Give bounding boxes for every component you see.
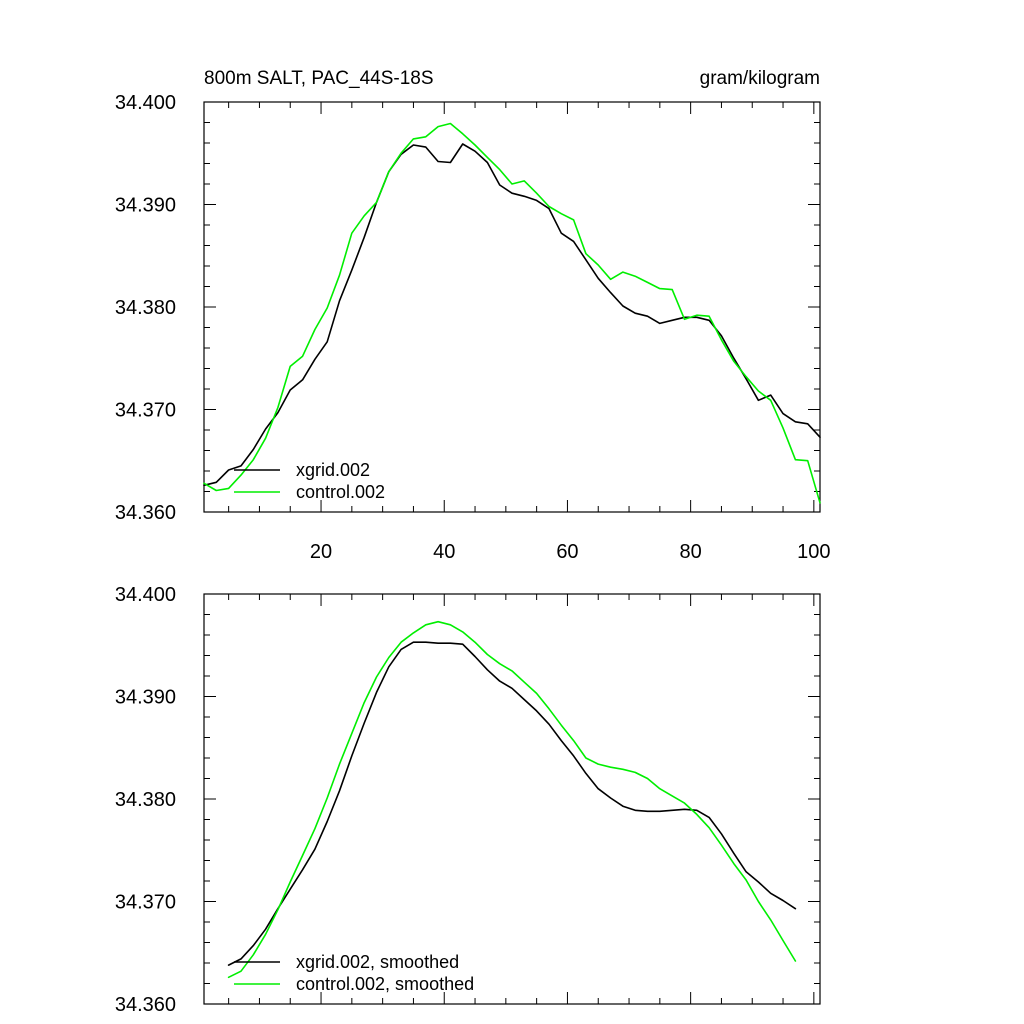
plot-frame <box>203 101 821 513</box>
series-line-xgrid <box>203 143 821 487</box>
x-tick-label: 80 <box>680 541 702 563</box>
series-line-control <box>203 122 821 504</box>
x-tick-label: 40 <box>433 541 455 563</box>
legend-label: control.002, smoothed <box>296 974 474 994</box>
y-tick-label: 34.380 <box>115 297 176 319</box>
series-line-xgrid <box>227 641 797 966</box>
legend-label: control.002 <box>296 482 385 502</box>
y-tick-label: 34.380 <box>115 789 176 811</box>
x-tick-label: 60 <box>556 541 578 563</box>
y-tick-label: 34.390 <box>115 195 176 217</box>
bottom-panel: 34.360 34.370 34.380 34.390 34.400 xgrid.002,… <box>115 584 821 1016</box>
x-tick-label: 20 <box>310 541 332 563</box>
series-line-control <box>227 620 797 979</box>
plot-frame <box>203 593 821 1005</box>
units-label: gram/kilogram <box>700 68 820 89</box>
legend-label: xgrid.002 <box>296 460 370 480</box>
legend-label: xgrid.002, smoothed <box>296 952 459 972</box>
y-tick-label: 34.370 <box>115 400 176 422</box>
top-panel: 34.360 34.370 34.380 34.390 34.400 20 40 60 80 10… <box>115 68 831 563</box>
y-tick-label: 34.400 <box>115 584 176 606</box>
y-tick-label: 34.400 <box>115 92 176 114</box>
y-tick-label: 34.390 <box>115 687 176 709</box>
x-tick-label: 100 <box>797 541 830 563</box>
y-tick-label: 34.370 <box>115 892 176 914</box>
y-tick-label: 34.360 <box>115 502 176 524</box>
y-tick-label: 34.360 <box>115 994 176 1016</box>
chart-title: 800m SALT, PAC_44S-18S <box>204 68 434 89</box>
